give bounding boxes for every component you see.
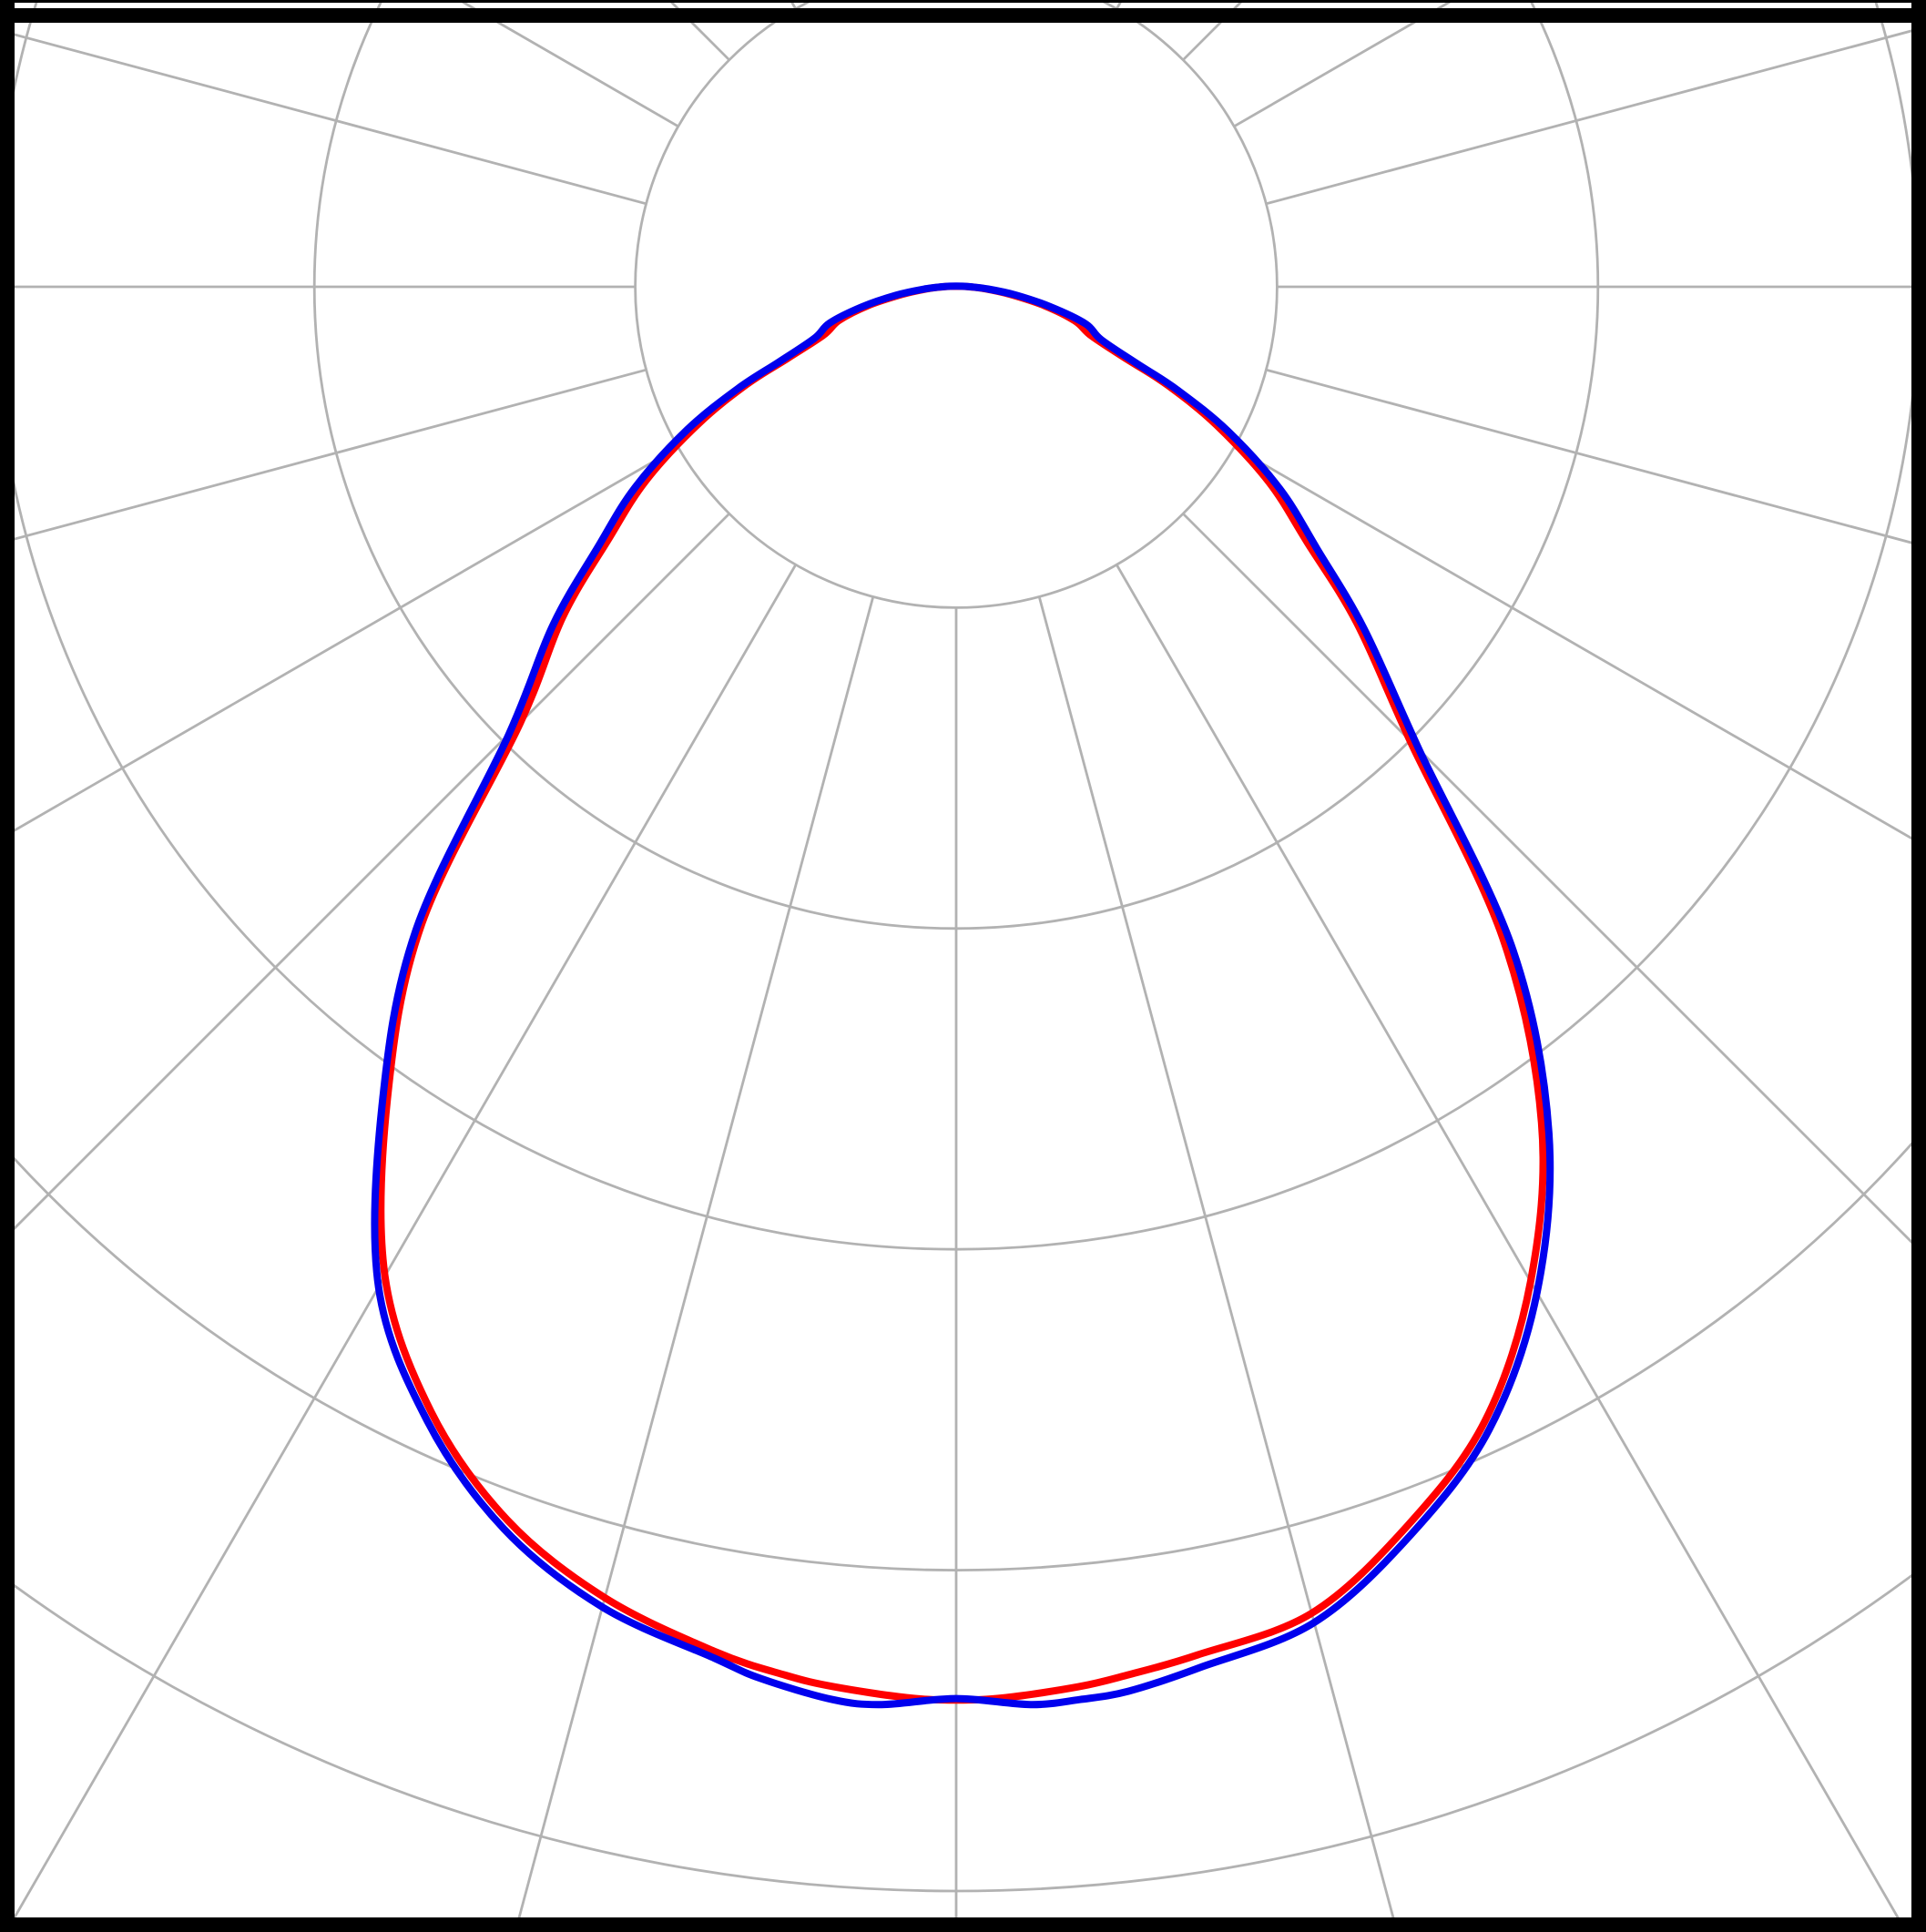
frame-top-band [0, 8, 1926, 23]
polar-grid-ring-3 [0, 0, 1921, 1251]
polar-grid-radial--105deg [1266, 25, 1926, 206]
polar-grid-radial-30deg [5, 564, 798, 1932]
frame-top-thin-line [0, 0, 1926, 3]
polar-grid-radial--15deg [1037, 596, 1399, 1932]
polar-grid-radial--60deg [1233, 445, 1926, 849]
polar-grid-radial-60deg [0, 445, 679, 840]
polar-grid-radial-105deg [0, 29, 647, 206]
polar-grid-ring-4 [0, 1125, 1926, 1571]
red-curve [377, 282, 1547, 1704]
frame-bottom [0, 1917, 1926, 1932]
blue-curve [371, 282, 1554, 1709]
polar-grid-radial--45deg [1182, 513, 1926, 1258]
polar-grid-radial--30deg [1115, 564, 1908, 1932]
polar-grid-ring-1 [634, 0, 1279, 609]
frame-left [0, 0, 15, 1932]
polar-grid-radial-75deg [0, 368, 647, 544]
polar-grid-radial-15deg [514, 596, 875, 1932]
frame-right [1911, 0, 1926, 1932]
polar-grid-radial--75deg [1266, 368, 1926, 548]
polar-grid-radial-45deg [0, 513, 730, 1245]
